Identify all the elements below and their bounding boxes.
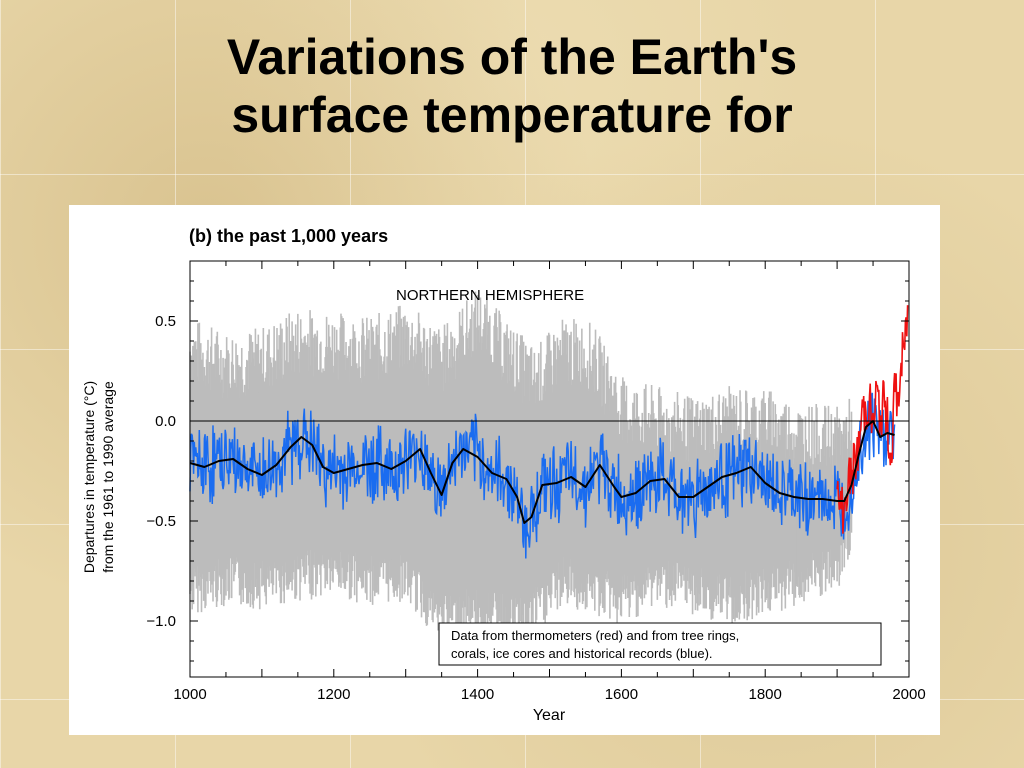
y-axis-label-line2: from the 1961 to 1990 average [100, 381, 116, 573]
slide-title-line2: surface temperature for [231, 87, 793, 143]
x-tick-label: 1600 [605, 686, 638, 703]
slide-title-line1: Variations of the Earth's [226, 29, 798, 85]
smoothed-series-layer [189, 420, 895, 524]
proxy-series-line [189, 392, 896, 559]
chart-panel: (b) the past 1,000 years 1000 1200 1400 160… [69, 205, 940, 735]
temperature-chart: (b) the past 1,000 years 1000 1200 1400 160… [81, 226, 926, 724]
uncertainty-band-layer [189, 291, 853, 643]
y-tick-label: 0.0 [155, 413, 176, 430]
thermometer-series-line [836, 305, 909, 534]
x-tick-label: 1800 [749, 686, 782, 703]
x-tick-label: 1000 [173, 686, 206, 703]
legend-box: Data from thermometers (red) and from tr… [438, 622, 882, 666]
legend-line-2: corals, ice cores and historical records… [451, 646, 713, 661]
smoothed-series-line [189, 420, 895, 524]
y-axis-ticks: 0.5 0.0 −0.5 −1.0 [146, 280, 909, 662]
thermometer-series-layer [836, 305, 909, 534]
proxy-series-layer [189, 392, 896, 559]
slide-title: Variations of the Earth's surface temper… [0, 28, 1024, 144]
chart-annotation: NORTHERN HEMISPHERE [396, 287, 584, 304]
x-tick-label: 2000 [892, 686, 925, 703]
chart-title: (b) the past 1,000 years [189, 226, 388, 246]
legend-line-1: Data from thermometers (red) and from tr… [451, 628, 739, 643]
y-axis-label-line1: Departures in temperature (°C) [81, 381, 97, 573]
x-axis-label: Year [533, 707, 566, 724]
y-tick-label: −0.5 [146, 513, 176, 530]
legend-frame [438, 622, 882, 666]
y-tick-label: −1.0 [146, 613, 176, 630]
x-axis-ticks: 1000 1200 1400 1600 1800 2000 [173, 261, 926, 703]
y-tick-label: 0.5 [155, 313, 176, 330]
x-tick-label: 1200 [317, 686, 350, 703]
x-tick-label: 1400 [461, 686, 494, 703]
